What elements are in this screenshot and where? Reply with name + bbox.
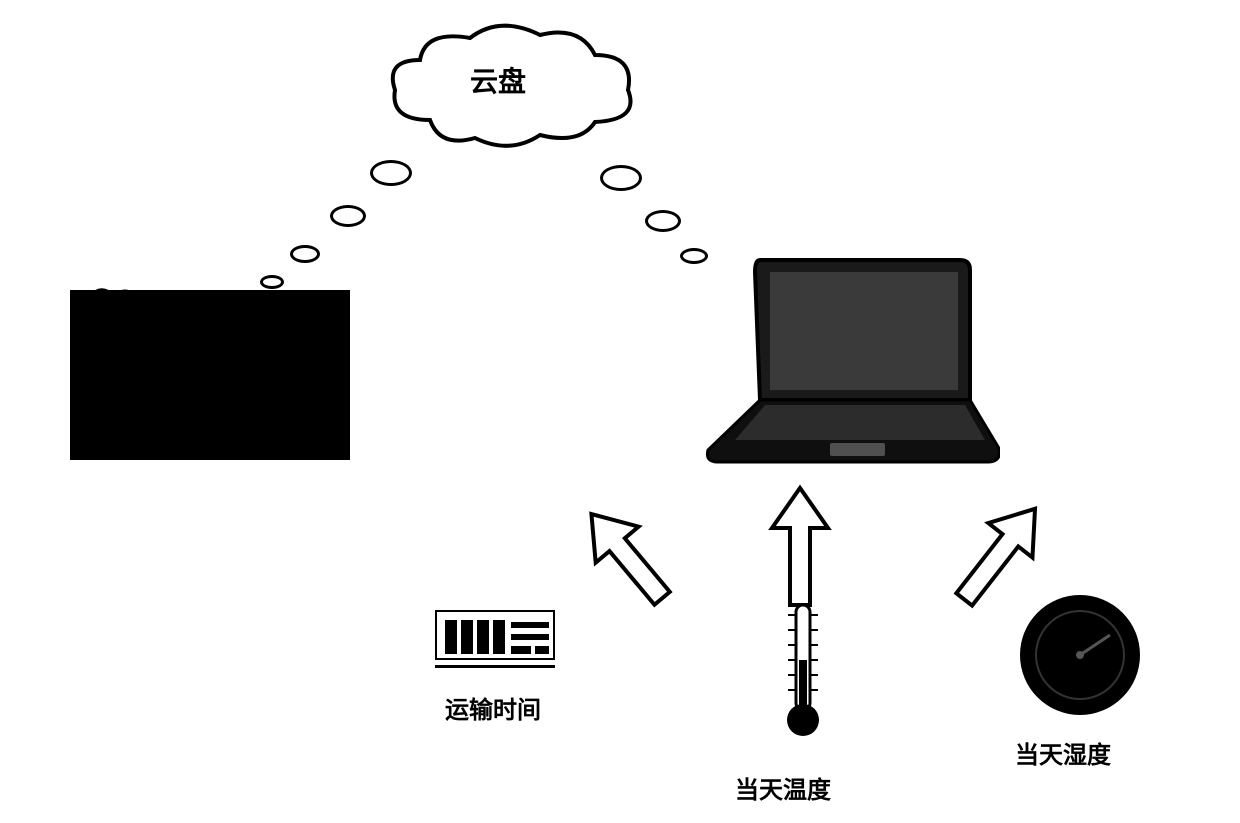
thermometer-icon <box>778 600 828 755</box>
transport-time-icon <box>435 610 555 660</box>
humidity-icon <box>1020 595 1140 715</box>
bubble-icon <box>600 165 642 191</box>
transport-time-label: 运输时间 <box>445 690 541 725</box>
temperature-label: 当天温度 <box>735 770 831 805</box>
laptop-icon <box>700 250 1000 485</box>
bubble-icon <box>290 245 320 263</box>
truck-icon <box>70 290 350 460</box>
cloud-label: 云盘 <box>470 60 526 100</box>
bubble-icon <box>370 160 412 186</box>
diagram-canvas: 云盘 <box>0 0 1240 823</box>
arrow-icon <box>560 490 700 635</box>
underline <box>435 665 555 668</box>
bubble-icon <box>330 205 366 227</box>
humidity-label: 当天湿度 <box>1015 735 1111 770</box>
bubble-icon <box>645 210 681 232</box>
